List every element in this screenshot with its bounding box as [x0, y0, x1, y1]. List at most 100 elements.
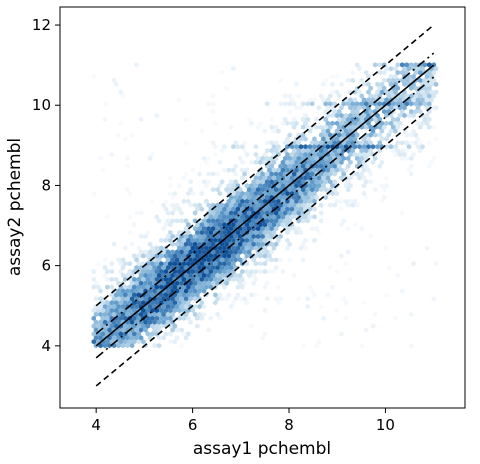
hexbin-cell — [354, 155, 360, 161]
hexbin-cell — [269, 202, 274, 208]
hexbin-cell — [143, 319, 148, 325]
hexbin-cell — [197, 233, 202, 239]
hexbin-cell — [116, 280, 121, 286]
hexbin-cell — [323, 194, 328, 200]
hexbin-cell — [147, 335, 153, 341]
hexbin-cell — [231, 245, 236, 251]
hexbin-cell — [409, 93, 414, 99]
hexbin-cell — [120, 296, 126, 302]
hexbin-cell — [431, 93, 437, 99]
hexbin-cell — [206, 233, 211, 239]
hexbin-cell — [123, 323, 128, 329]
hexbin-cell — [352, 222, 358, 228]
hexbin-cell — [300, 194, 306, 200]
hexbin-cell — [215, 265, 220, 271]
hexbin-cell — [264, 210, 270, 216]
hexbin-cell — [427, 70, 432, 76]
hexbin-cell — [141, 300, 146, 306]
hexbin-cell — [165, 288, 171, 294]
hexbin-cell — [298, 136, 304, 142]
hexbin-cell — [415, 89, 421, 95]
hexbin-cell — [314, 124, 319, 130]
hexbin-cell — [354, 171, 360, 177]
hexbin-cell — [291, 155, 297, 161]
hexbin-cell — [253, 190, 259, 197]
hexbin-cell — [237, 233, 243, 239]
hexbin-cell — [159, 323, 164, 329]
hexbin-cell — [372, 187, 378, 193]
hexbin-cell — [136, 245, 142, 251]
hexbin-cell — [258, 190, 263, 197]
hexbin-cell — [199, 300, 205, 306]
hexbin-cell — [321, 97, 326, 103]
hexbin-cell — [228, 249, 234, 255]
hexbin-cell — [190, 276, 196, 282]
hexbin-cell — [269, 116, 274, 122]
hexbin-cell — [213, 214, 218, 220]
hexbin-cell — [174, 241, 180, 247]
hexbin-cell — [253, 183, 259, 189]
hexbin-cell — [251, 280, 256, 286]
hexbin-cell — [188, 296, 193, 302]
hexbin-cell — [291, 171, 297, 177]
hexbin-cell — [179, 218, 184, 224]
hexbin-cell — [350, 148, 355, 154]
hexbin-cell — [420, 89, 425, 95]
hexbin-cell — [231, 66, 236, 72]
hexbin-cell — [409, 140, 414, 146]
hexbin-cell — [348, 112, 353, 119]
hexbin-cell — [118, 331, 124, 337]
hexbin-cell — [303, 214, 308, 220]
hexbin-cell — [199, 128, 205, 134]
hexbin-cell — [228, 124, 234, 130]
hexbin-cell — [390, 148, 396, 154]
hexbin-cell — [309, 194, 315, 200]
hexbin-cell — [339, 120, 344, 126]
hexbin-cell — [213, 268, 218, 275]
hexbin-cell — [314, 343, 319, 349]
hexbin-cell — [93, 327, 99, 333]
hexbin-cell — [303, 151, 308, 158]
hexbin-cell — [210, 272, 216, 278]
hexbin-cell — [314, 179, 319, 185]
hexbin-cell — [321, 81, 326, 87]
hexbin-cell — [242, 140, 247, 146]
hexbin-cell — [276, 144, 281, 150]
hexbin-cell — [285, 237, 290, 243]
hexbin-cell — [393, 66, 398, 72]
hexbin-cell — [300, 187, 306, 193]
hexbin-cell — [300, 343, 306, 349]
hexbin-cell — [213, 237, 218, 243]
hexbin-cell — [384, 136, 389, 142]
hexbin-cell — [422, 116, 428, 122]
x-tick-label: 8 — [284, 416, 294, 434]
hexbin-cell — [152, 288, 157, 294]
hexbin-cell — [197, 311, 202, 317]
hexbin-cell — [305, 116, 310, 122]
hexbin-cell — [197, 304, 202, 310]
reference-line-identity — [95, 64, 435, 347]
hexbin-cell — [244, 198, 250, 204]
hexbin-cell — [368, 124, 373, 130]
hexbin-cell — [181, 284, 187, 290]
hexbin-cell — [244, 183, 250, 189]
hexbin-cell — [181, 175, 187, 181]
hexbin-cell — [174, 280, 180, 286]
hexbin-cell — [350, 140, 355, 146]
hexbin-cell — [388, 128, 394, 134]
hexbin-cell — [258, 237, 263, 243]
hexbin-cell — [152, 249, 157, 255]
hexbin-cell — [199, 190, 205, 197]
hexbin-cell — [226, 214, 232, 220]
hexbin-cell — [233, 257, 238, 263]
hexbin-cell — [129, 132, 135, 138]
hexbin-cell — [287, 187, 292, 193]
hexbin-cell — [332, 101, 337, 107]
hexbin-cell — [300, 218, 306, 224]
hexbin-cell — [105, 307, 110, 314]
hexbin-cell — [102, 101, 108, 107]
hexbin-cell — [273, 257, 279, 263]
hexbin-cell — [181, 331, 187, 337]
hexbin-cell — [125, 272, 130, 278]
hexbin-cell — [249, 222, 254, 228]
